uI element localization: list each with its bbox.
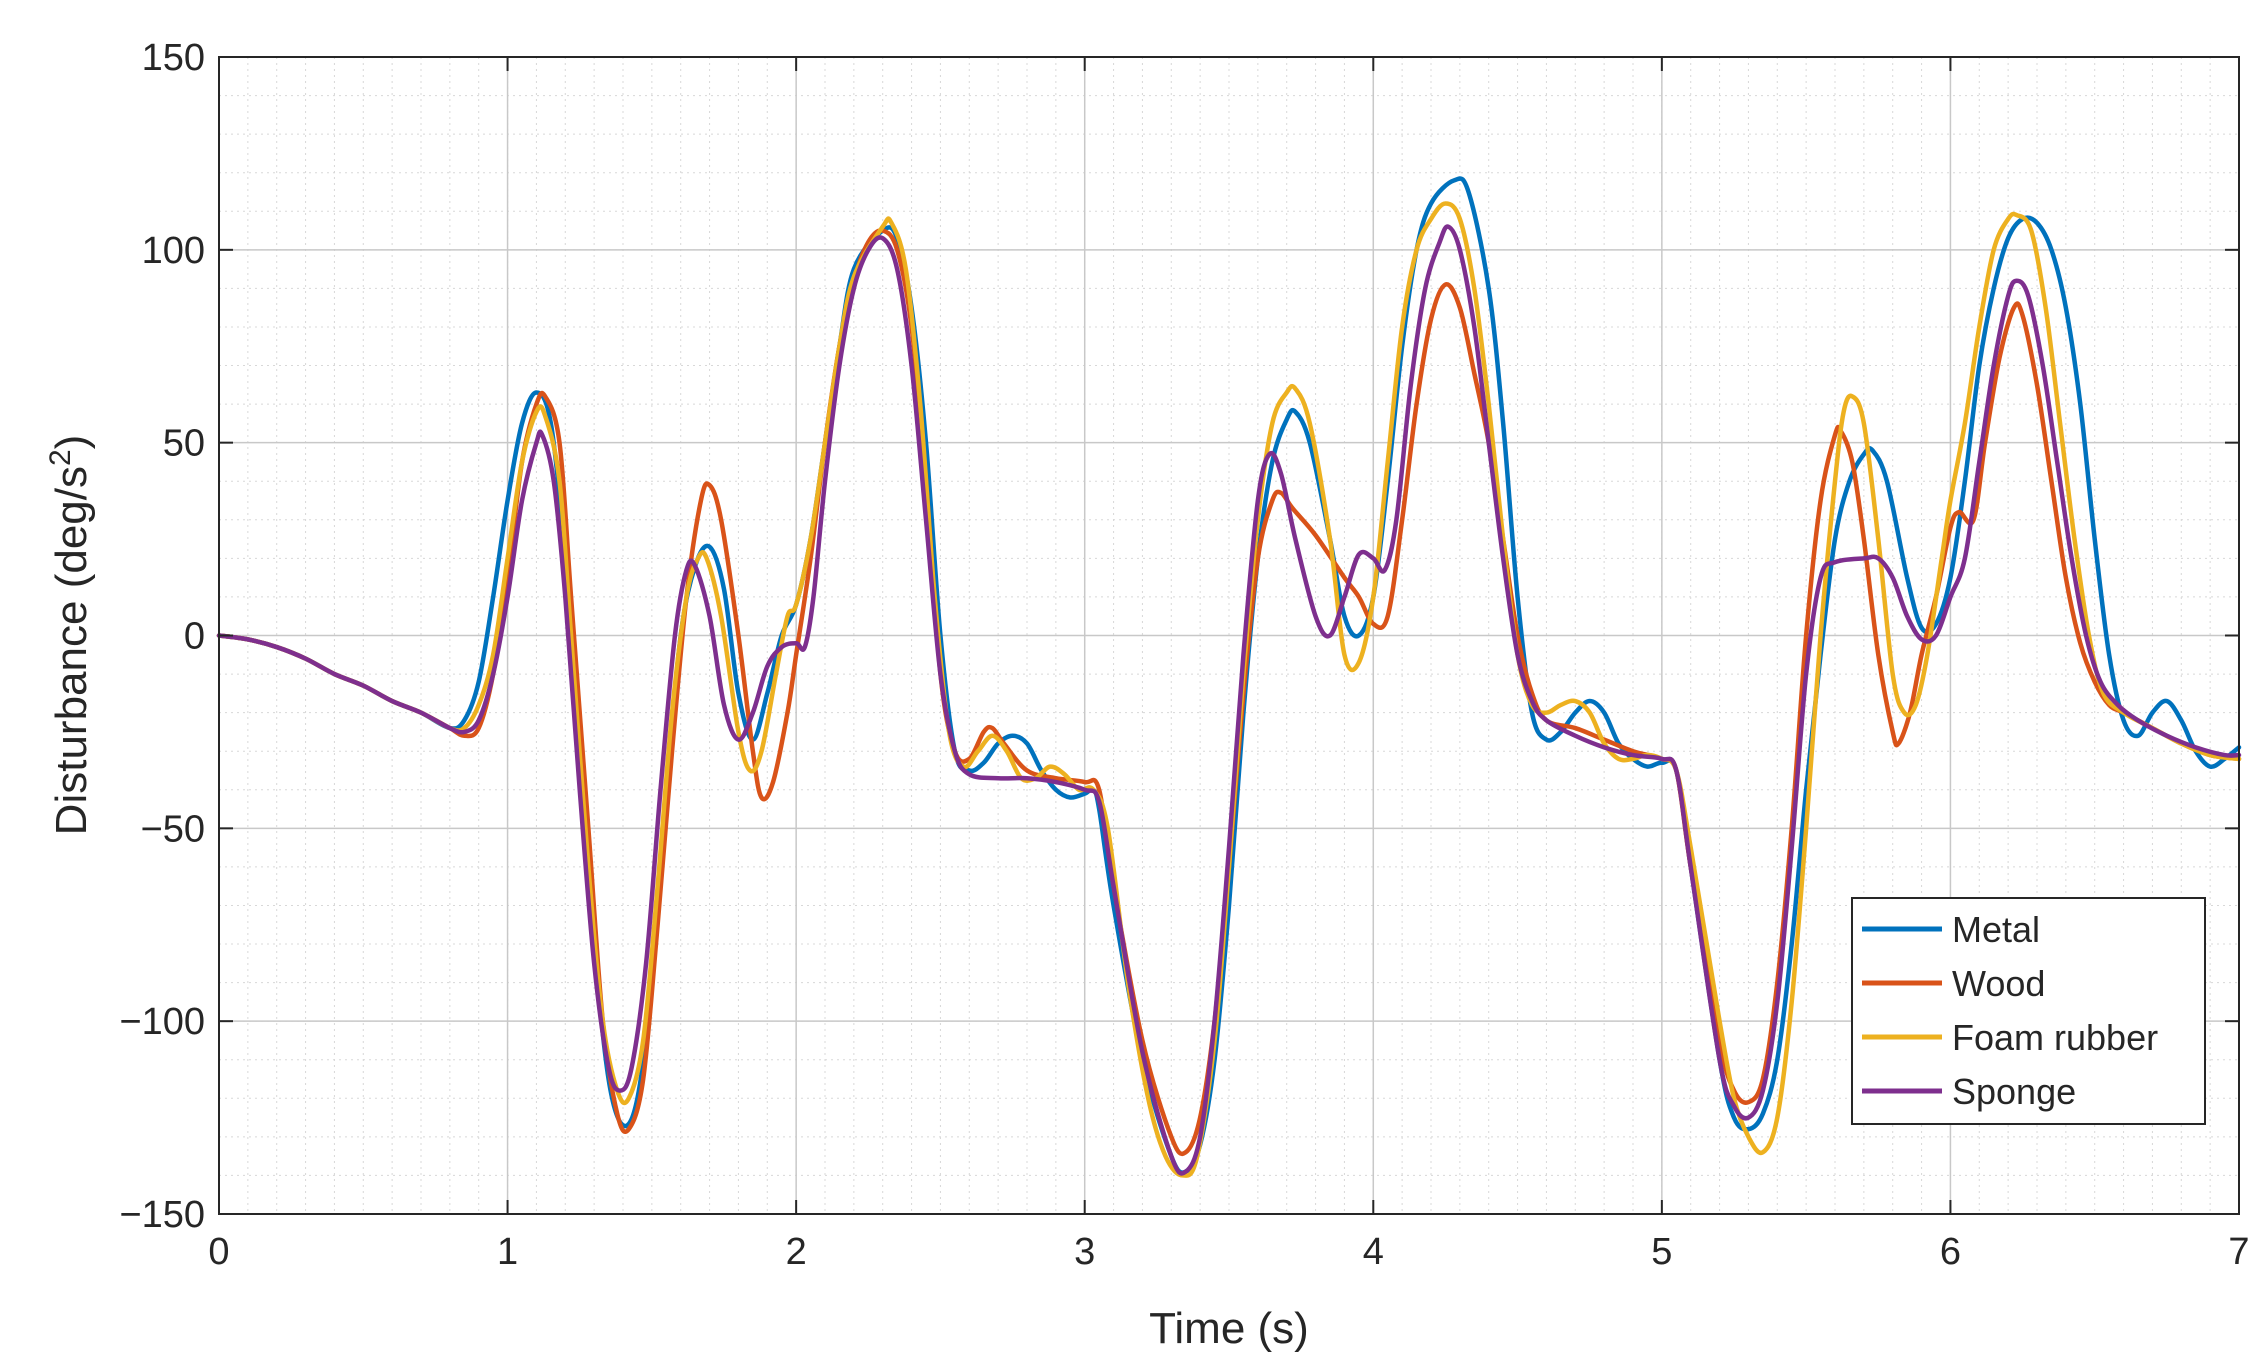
x-tick-label: 1: [497, 1231, 518, 1273]
series-line-sponge: [216, 224, 2242, 1176]
legend-label-foam-rubber: Foam rubber: [1952, 1017, 2158, 1058]
legend-box: [1851, 897, 2206, 1125]
x-tick-label: 7: [2228, 1231, 2249, 1273]
legend-label-metal: Metal: [1952, 909, 2040, 950]
series-layer: [216, 176, 2242, 1178]
legend-label-sponge: Sponge: [1952, 1071, 2076, 1112]
y-tick-label: −100: [119, 1001, 205, 1043]
y-tick-label: −150: [119, 1194, 205, 1236]
y-tick-label: 150: [142, 37, 205, 79]
tick-marks: [218, 56, 2240, 1215]
x-tick-label: 6: [1940, 1231, 1961, 1273]
x-tick-label: 5: [1651, 1231, 1672, 1273]
y-axis-label-superscript: 2: [44, 449, 77, 466]
y-axis-label: Disturbance (deg/s2): [44, 435, 96, 836]
legend-label-wood: Wood: [1952, 963, 2045, 1004]
x-axis-label: Time (s): [1149, 1304, 1309, 1353]
x-tick-label: 4: [1363, 1231, 1384, 1273]
y-tick-label: 50: [163, 423, 205, 465]
y-axis-label-suffix: ): [47, 435, 96, 450]
y-tick-labels: −150 −100 −50 0 50 100 150: [119, 37, 205, 1236]
x-tick-label: 0: [208, 1231, 229, 1273]
x-tick-label: 3: [1074, 1231, 1095, 1273]
x-tick-labels: 0 1 2 3 4 5 6 7: [208, 1231, 2249, 1273]
y-axis-label-main: Disturbance (deg/s: [47, 466, 96, 835]
y-tick-label: 100: [142, 230, 205, 272]
x-tick-label: 2: [786, 1231, 807, 1273]
y-tick-label: 0: [184, 616, 205, 658]
legend: Metal Wood Foam rubber Sponge: [1851, 897, 2206, 1125]
y-tick-label: −50: [141, 808, 205, 850]
